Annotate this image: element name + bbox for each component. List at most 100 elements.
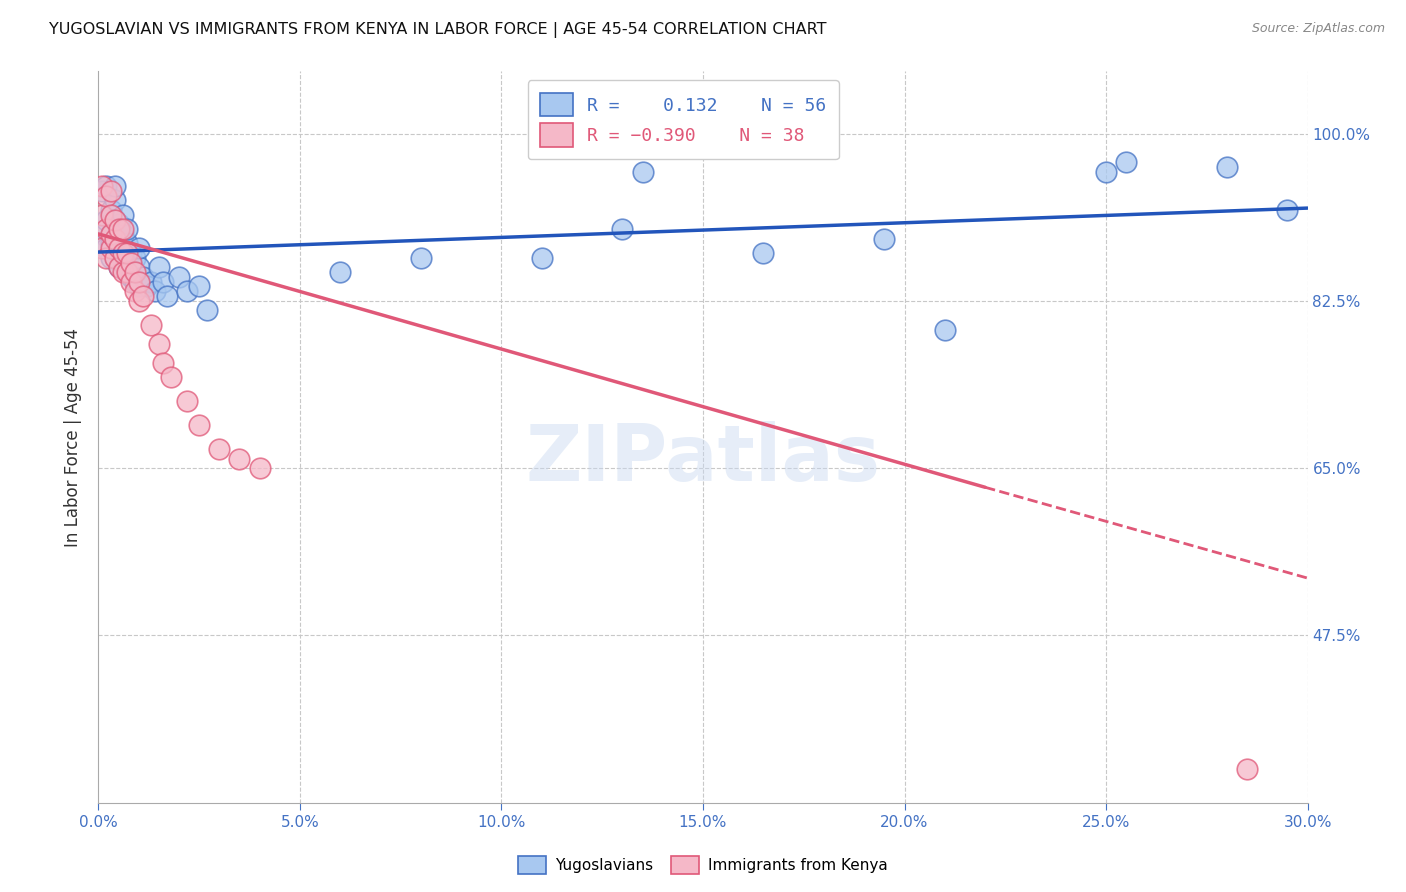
Point: [107, 260, 129, 275]
Point: [100, 241, 122, 255]
Point: [132, 289, 155, 303]
Point: [120, 275, 142, 289]
Point: [107, 222, 129, 236]
Point: [91, 184, 114, 198]
Point: [530, 251, 553, 265]
Point: [115, 246, 138, 260]
Point: [100, 251, 122, 265]
Point: [176, 394, 198, 409]
Point: [100, 184, 122, 198]
Point: [152, 275, 174, 289]
Legend: Yugoslavians, Immigrants from Kenya: Yugoslavians, Immigrants from Kenya: [512, 850, 894, 880]
Point: [176, 285, 198, 299]
Point: [111, 222, 134, 236]
Point: [115, 265, 138, 279]
Point: [103, 212, 125, 227]
Point: [100, 227, 122, 241]
Point: [409, 251, 432, 265]
Point: [124, 265, 146, 279]
Point: [96, 212, 118, 227]
Point: [103, 212, 125, 227]
Point: [91, 179, 114, 194]
Point: [115, 251, 138, 265]
Point: [148, 260, 170, 275]
Point: [115, 236, 138, 251]
Point: [143, 285, 166, 299]
Point: [128, 241, 150, 255]
Point: [195, 303, 218, 318]
Point: [152, 356, 174, 370]
Point: [148, 336, 170, 351]
Point: [111, 246, 134, 260]
Point: [103, 232, 125, 246]
Point: [107, 218, 129, 232]
Point: [111, 241, 134, 255]
Point: [124, 285, 146, 299]
Point: [1095, 165, 1118, 179]
Point: [96, 179, 118, 194]
Point: [103, 251, 125, 265]
Point: [612, 222, 634, 236]
Point: [100, 227, 122, 241]
Point: [1277, 202, 1299, 217]
Point: [208, 442, 231, 456]
Point: [188, 418, 211, 433]
Point: [100, 236, 122, 251]
Point: [103, 251, 125, 265]
Point: [128, 293, 150, 308]
Point: [135, 279, 157, 293]
Point: [132, 269, 155, 284]
Point: [167, 269, 190, 284]
Point: [128, 275, 150, 289]
Point: [107, 232, 129, 246]
Point: [124, 251, 146, 265]
Point: [1236, 762, 1258, 776]
Point: [120, 255, 142, 269]
Point: [160, 370, 183, 384]
Point: [128, 279, 150, 293]
Point: [120, 246, 142, 260]
Point: [96, 188, 118, 202]
Point: [124, 275, 146, 289]
Point: [873, 232, 896, 246]
Point: [188, 279, 211, 293]
Point: [156, 289, 179, 303]
Point: [100, 208, 122, 222]
Text: Source: ZipAtlas.com: Source: ZipAtlas.com: [1251, 22, 1385, 36]
Point: [111, 227, 134, 241]
Point: [1115, 155, 1137, 169]
Point: [107, 260, 129, 275]
Point: [96, 241, 118, 255]
Point: [934, 322, 956, 336]
Point: [107, 246, 129, 260]
Text: YUGOSLAVIAN VS IMMIGRANTS FROM KENYA IN LABOR FORCE | AGE 45-54 CORRELATION CHAR: YUGOSLAVIAN VS IMMIGRANTS FROM KENYA IN …: [49, 22, 827, 38]
Point: [103, 194, 125, 208]
Point: [249, 461, 271, 475]
Point: [107, 241, 129, 255]
Text: ZIPatlas: ZIPatlas: [526, 421, 880, 497]
Legend: R =    0.132    N = 56, R = −0.390    N = 38: R = 0.132 N = 56, R = −0.390 N = 38: [527, 80, 839, 160]
Point: [96, 222, 118, 236]
Point: [631, 165, 654, 179]
Point: [103, 232, 125, 246]
Point: [91, 241, 114, 255]
Point: [329, 265, 352, 279]
Point: [103, 179, 125, 194]
Point: [91, 208, 114, 222]
Point: [91, 227, 114, 241]
Point: [111, 255, 134, 269]
Y-axis label: In Labor Force | Age 45-54: In Labor Force | Age 45-54: [63, 327, 82, 547]
Point: [115, 265, 138, 279]
Point: [96, 251, 118, 265]
Point: [111, 208, 134, 222]
Point: [228, 451, 250, 466]
Point: [1216, 160, 1239, 174]
Point: [139, 275, 162, 289]
Point: [128, 260, 150, 275]
Point: [115, 222, 138, 236]
Point: [139, 318, 162, 332]
Point: [111, 265, 134, 279]
Point: [752, 246, 775, 260]
Point: [100, 202, 122, 217]
Point: [120, 269, 142, 284]
